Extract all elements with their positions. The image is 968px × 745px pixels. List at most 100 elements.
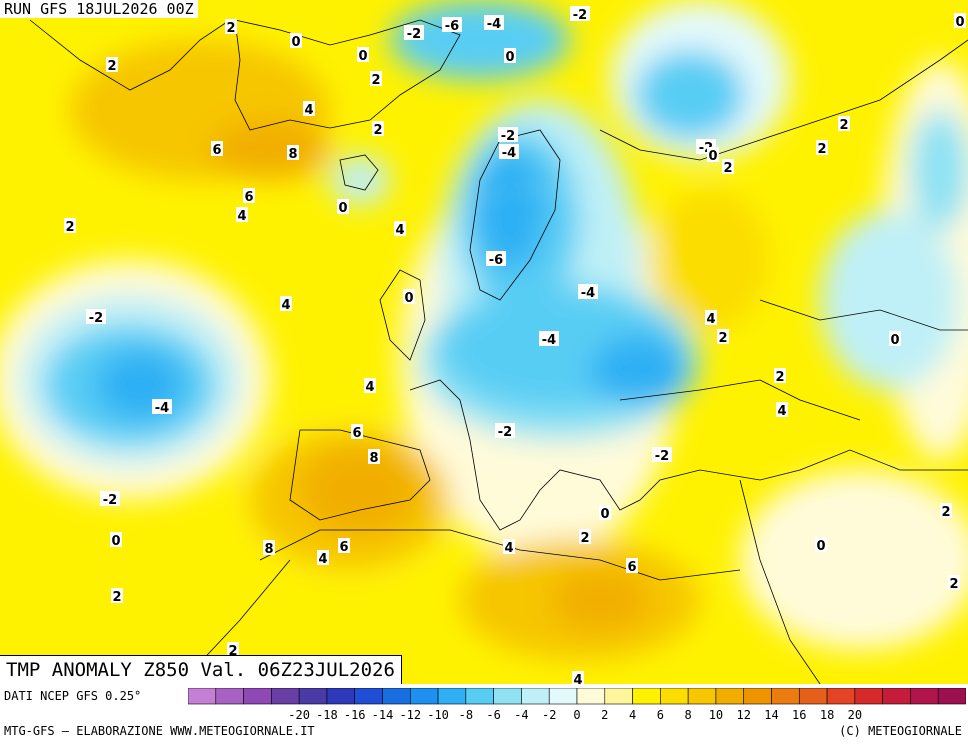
contour-label-bg [290, 33, 302, 48]
contour-label-bg [499, 144, 519, 159]
contour-label-bg [816, 140, 828, 155]
colorbar-swatch [493, 688, 522, 705]
contour-label-bg [495, 423, 515, 438]
contour-label-bg [152, 399, 172, 414]
contour-label-bg [815, 537, 827, 552]
contour-label: 0 [600, 507, 609, 522]
contour-label-bg [484, 15, 504, 30]
contour-label-bg [317, 550, 329, 565]
colorbar-tick-label: 12 [736, 708, 750, 722]
contour-label: 4 [281, 298, 290, 313]
contour-label: 0 [404, 291, 413, 306]
contour-label: -4 [487, 17, 501, 32]
data-source: DATI NCEP GFS 0.25° [4, 689, 142, 703]
contour-label: 2 [371, 73, 380, 88]
colorbar-swatch [882, 688, 911, 705]
contour-label: -6 [489, 253, 503, 268]
colorbar-swatch [354, 688, 383, 705]
contour-label-bg [539, 331, 559, 346]
colorbar-tick-label: 16 [792, 708, 806, 722]
colorbar-tick-label: -14 [372, 708, 394, 722]
contour-label: 2 [107, 59, 116, 74]
contour-label: 0 [890, 333, 899, 348]
contour-label-bg [579, 529, 591, 544]
contour-label-bg [498, 127, 518, 142]
colorbar-tick-label: 20 [848, 708, 862, 722]
contour-label-bg [351, 424, 363, 439]
contour-label-bg [287, 145, 299, 160]
colorbar-tick-label: -12 [399, 708, 421, 722]
colorbar-tick-label: -6 [486, 708, 500, 722]
contour-label: 2 [65, 220, 74, 235]
colorbar-swatch [687, 688, 717, 705]
colorbar-tick-label: -16 [344, 708, 366, 722]
colorbar-tick-label: -20 [288, 708, 310, 722]
contour-label-bg [774, 368, 786, 383]
contour-label-bg [211, 141, 223, 156]
contour-label: 0 [111, 534, 120, 549]
colorbar-swatch [743, 688, 772, 705]
contour-label-bg [722, 159, 734, 174]
colorbar-tick-label: 10 [709, 708, 723, 722]
contour-label-bg [100, 491, 120, 506]
contour-label-bg [707, 147, 719, 162]
colorbar-tick-label: 2 [601, 708, 608, 722]
colorbar-swatch [548, 688, 578, 705]
contour-label: 2 [941, 505, 950, 520]
colorbar-swatch [298, 688, 328, 705]
contour-label: 0 [708, 149, 717, 164]
colorbar-swatch [326, 688, 356, 705]
contour-label-bg [652, 447, 672, 462]
contour-label-bg [838, 116, 850, 131]
anomaly-map: 2 0 0 2 -2 -6 -4 -2 0 2 4 2 6 8 6 4 0 2 4 -2 -4 -2 0 2 2 2 0 -6 -4 0 4… [0, 0, 968, 684]
colorbar-tick-label: -10 [427, 708, 449, 722]
contour-label-bg [578, 284, 598, 299]
contour-label: 0 [291, 35, 300, 50]
contour-label: -4 [581, 286, 595, 301]
contour-label-bg [236, 207, 248, 222]
colorbar-tick-label: 14 [764, 708, 778, 722]
contour-label: 6 [627, 560, 636, 575]
contour-label: 0 [505, 50, 514, 65]
contour-label-bg [572, 671, 584, 684]
contour-label: 6 [244, 190, 253, 205]
colorbar: -20 -18 -16 -14 -12 -10 -8 -6 -4 -2 0 2 4 6 8 10 12 14 16 1… [188, 688, 966, 722]
colorbar-tick-label: -4 [514, 708, 528, 722]
contour-label: 4 [395, 223, 404, 238]
contour-label: 4 [318, 552, 327, 567]
contour-label-bg [503, 539, 515, 554]
colorbar-swatch [437, 688, 467, 705]
colorbar-swatch [409, 688, 439, 705]
contour-label-bg [940, 503, 952, 518]
colorbar-tick-label: -2 [542, 708, 556, 722]
contour-label: 8 [369, 451, 378, 466]
contour-label-bg [372, 121, 384, 136]
contour-label-bg [357, 47, 369, 62]
credit-right: (C) METEOGIORNALE [839, 724, 962, 738]
contour-label: 0 [955, 15, 964, 30]
contour-label-bg [404, 25, 424, 40]
colorbar-tick-label: 18 [820, 708, 834, 722]
colorbar-tick-label: 0 [573, 708, 580, 722]
contour-label-bg [486, 251, 506, 266]
colorbar-swatch [215, 688, 244, 705]
contour-label-bg [106, 57, 118, 72]
colorbar-swatch [521, 688, 550, 705]
colorbar-swatch [826, 688, 856, 705]
contour-label: 6 [339, 540, 348, 555]
contour-label-bg [111, 588, 123, 603]
contour-label-bg [948, 575, 960, 590]
contour-label: 8 [264, 542, 273, 557]
contour-label: 2 [949, 577, 958, 592]
contour-label-bg [280, 296, 292, 311]
contour-label-bg [394, 221, 406, 236]
colorbar-swatch [382, 688, 411, 705]
colorbar-swatch [271, 688, 300, 705]
contour-label: -4 [542, 333, 556, 348]
colorbar-tick-label: -8 [459, 708, 473, 722]
contour-label: -2 [89, 311, 103, 326]
contour-label-bg [110, 532, 122, 547]
colorbar-swatch [465, 688, 494, 705]
contour-label: 4 [365, 380, 374, 395]
